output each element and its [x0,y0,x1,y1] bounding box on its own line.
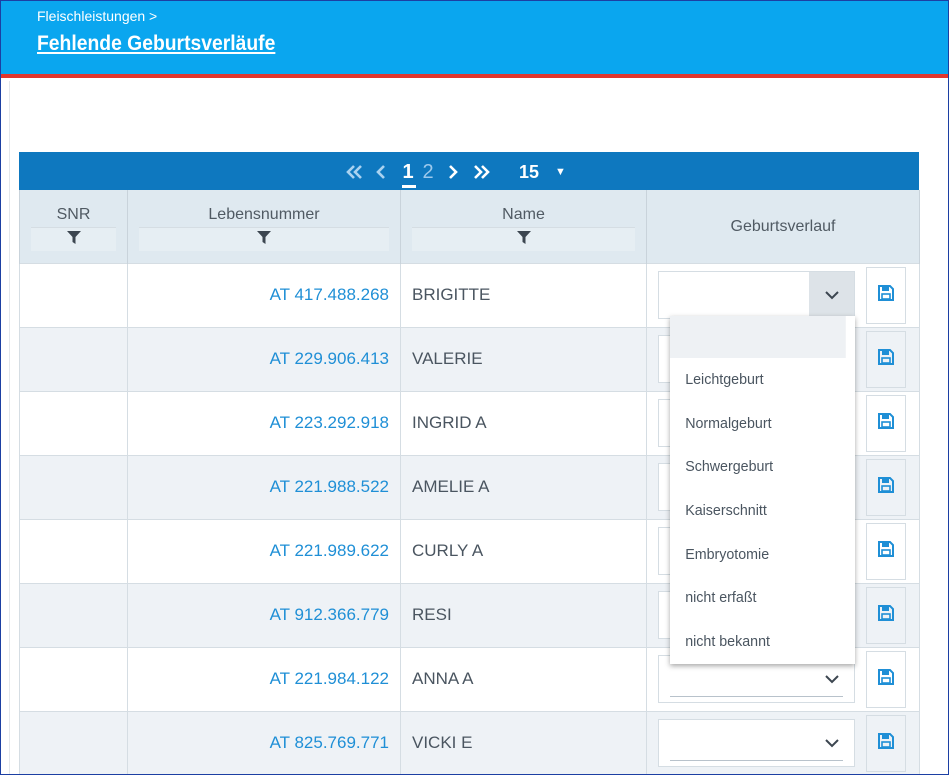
chevron-down-icon [824,733,839,753]
snr-cell [19,326,128,391]
column-header-lebensnummer: Lebensnummer [127,190,401,263]
floppy-disk-icon [878,476,894,498]
lebensnummer-link[interactable]: AT 221.988.522 [127,454,401,519]
name-cell: INGRID A [400,390,647,455]
chevron-right-icon [447,164,463,180]
lebensnummer-link[interactable]: AT 912.366.779 [127,582,401,647]
name-cell: BRIGITTE [400,262,647,327]
dropdown-option-nicht-erfasst[interactable]: nicht erfaßt [685,589,757,607]
geburtsverlauf-dropdown-menu: Leichtgeburt Normalgeburt Schwergeburt K… [670,316,855,664]
caret-down-icon: ▼ [555,166,566,178]
snr-filter[interactable] [31,227,116,251]
geburtsverlauf-cell [646,710,920,774]
chevron-down-icon [824,669,839,689]
name-cell: RESI [400,582,647,647]
floppy-disk-icon [878,668,894,690]
filter-icon [516,230,531,249]
save-button[interactable] [866,458,906,516]
dropdown-option-leichtgeburt[interactable]: Leichtgeburt [685,371,764,388]
current-page-indicator [402,185,416,188]
dropdown-option-empty[interactable] [670,316,846,358]
floppy-disk-icon [878,284,894,306]
next-page-button[interactable] [447,152,463,190]
page-2-button[interactable]: 2 [422,161,434,183]
accent-divider [1,74,948,78]
page-1-button[interactable]: 1 [402,161,414,183]
snr-cell [19,454,128,519]
select-underline [670,695,843,697]
name-cell: VICKI E [400,710,647,774]
lebensnummer-link[interactable]: AT 223.292.918 [127,390,401,455]
select-underline [670,759,843,761]
name-cell: VALERIE [400,326,647,391]
save-button[interactable] [866,394,906,452]
column-header-snr: SNR [19,190,128,263]
select-toggle[interactable] [809,720,854,766]
save-button[interactable] [866,330,906,388]
select-toggle[interactable] [809,656,854,702]
column-header-geburtsverlauf: Geburtsverlauf [646,190,920,263]
content-border [9,81,10,774]
first-page-button[interactable] [345,152,367,190]
floppy-disk-icon [878,348,894,370]
last-page-button[interactable] [471,152,493,190]
pagination-bar: 1 2 15 ▼ [19,152,919,190]
lebensnummer-link[interactable]: AT 221.989.622 [127,518,401,583]
name-cell: CURLY A [400,518,647,583]
save-button[interactable] [866,714,906,772]
filter-icon [66,230,81,249]
page-title[interactable]: Fehlende Geburtsverläufe [37,32,276,55]
name-cell: AMELIE A [400,454,647,519]
lebensnummer-filter[interactable] [139,227,389,251]
floppy-disk-icon [878,540,894,562]
dropdown-option-nicht-bekannt[interactable]: nicht bekannt [685,633,770,651]
dropdown-option-schwergeburt[interactable]: Schwergeburt [685,458,774,476]
save-button[interactable] [866,586,906,644]
column-header-name: Name [400,190,647,263]
chevron-left-icon [375,164,391,180]
prev-page-button[interactable] [375,152,391,190]
lebensnummer-link[interactable]: AT 825.769.771 [127,710,401,774]
dropdown-option-embryotomie[interactable]: Embryotomie [685,545,770,563]
snr-cell [19,710,128,774]
breadcrumb[interactable]: Fleischleistungen > [37,8,158,24]
geburtsverlauf-select[interactable] [658,270,855,319]
chevron-down-icon [824,285,839,305]
column-label-name: Name [502,206,545,223]
snr-cell [19,646,128,711]
double-chevron-right-icon [471,164,493,180]
top-bar: Fleischleistungen > Fehlende Geburtsverl… [1,1,948,78]
geburtsverlauf-select[interactable] [658,718,855,767]
lebensnummer-link[interactable]: AT 229.906.413 [127,326,401,391]
select-toggle[interactable] [809,271,854,318]
save-button[interactable] [866,522,906,580]
snr-cell [19,262,128,327]
save-button[interactable] [866,650,906,708]
name-filter[interactable] [412,227,635,251]
dropdown-option-kaiserschnitt[interactable]: Kaiserschnitt [685,502,767,520]
floppy-disk-icon [878,732,894,754]
save-button[interactable] [866,266,906,324]
column-label-geburtsverlauf: Geburtsverlauf [730,218,836,235]
snr-cell [19,390,128,455]
table-header-row: SNR Lebensnummer Name [19,190,920,263]
floppy-disk-icon [878,604,894,626]
dropdown-option-normalgeburt[interactable]: Normalgeburt [685,414,772,432]
snr-cell [19,518,128,583]
column-label-lebensnummer: Lebensnummer [208,206,320,223]
page-size-select[interactable]: 15 ▼ [519,152,566,190]
lebensnummer-link[interactable]: AT 221.984.122 [127,646,401,711]
page-size-value: 15 [519,162,540,182]
floppy-disk-icon [878,412,894,434]
snr-cell [19,582,128,647]
lebensnummer-link[interactable]: AT 417.488.268 [127,262,401,327]
name-cell: ANNA A [400,646,647,711]
filter-icon [257,230,271,249]
column-label-snr: SNR [56,206,91,223]
double-chevron-left-icon [345,164,367,180]
table-row: AT 825.769.771 VICKI E [19,710,920,774]
